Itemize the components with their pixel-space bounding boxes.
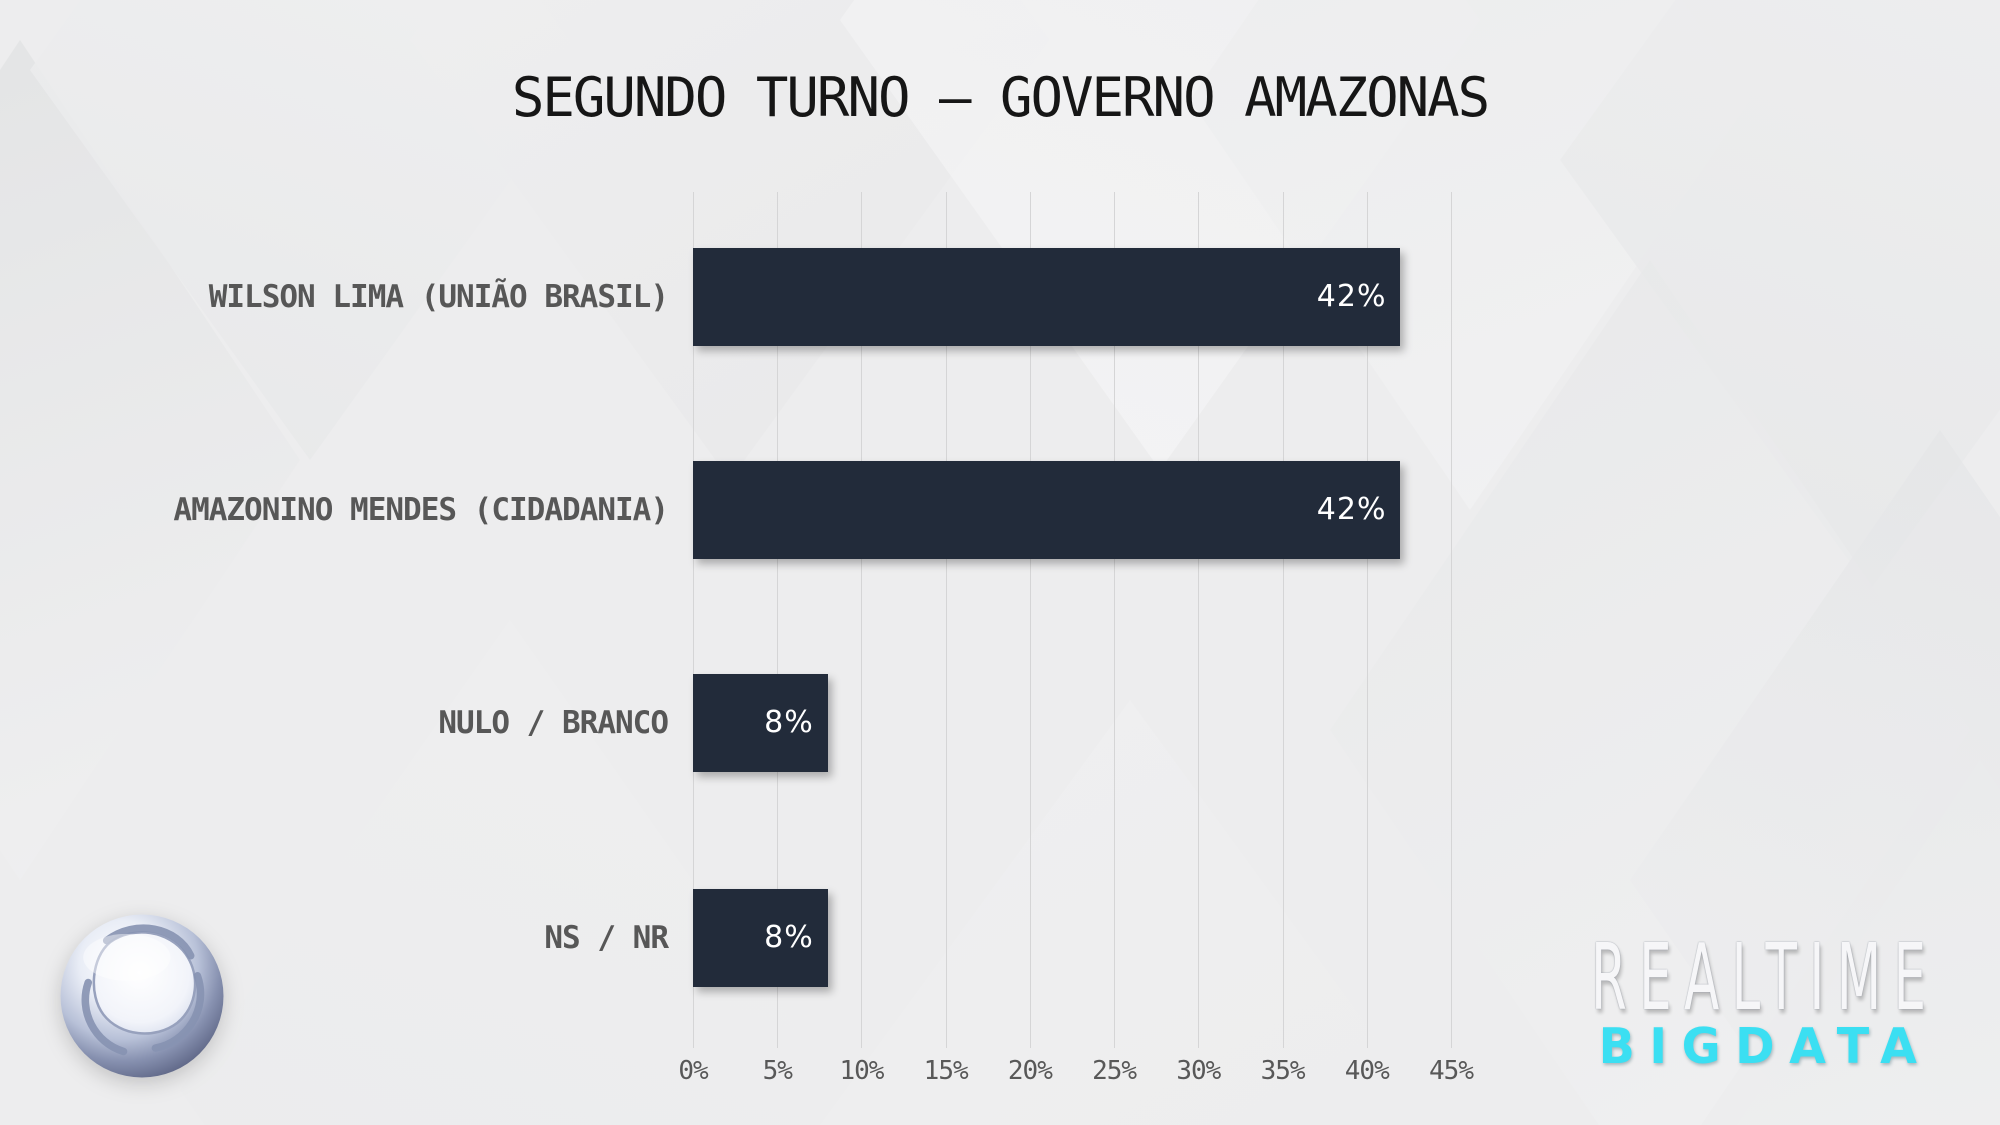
category-labels: WILSON LIMA (UNIÃO BRASIL) AMAZONINO MEND…	[0, 192, 669, 1048]
gridline	[861, 192, 863, 1048]
chart-title: SEGUNDO TURNO – GOVERNO AMAZONAS	[511, 66, 1490, 129]
x-tick-label: 30%	[1176, 1056, 1221, 1086]
bar: 42%	[693, 461, 1401, 559]
x-tick-label: 20%	[1007, 1056, 1053, 1086]
bar-value-label: 8%	[764, 704, 814, 740]
x-tick-label: 10%	[839, 1056, 884, 1086]
x-tick-label: 25%	[1092, 1056, 1137, 1086]
bigdata-wordmark: BIGDATA	[1598, 1018, 1931, 1075]
gridline	[945, 192, 947, 1048]
gridline	[1282, 192, 1284, 1048]
x-tick-label: 40%	[1344, 1056, 1390, 1086]
gridline	[1451, 192, 1452, 1048]
bar: 8%	[693, 674, 828, 772]
record-tv-logo	[58, 912, 226, 1080]
gridline	[1114, 192, 1116, 1048]
category-label: NULO / BRANCO	[438, 705, 669, 741]
bar-value-label: 8%	[764, 919, 814, 955]
bar-value-label: 42%	[1316, 278, 1387, 314]
category-label: WILSON LIMA (UNIÃO BRASIL)	[208, 279, 669, 315]
x-tick-label: 5%	[762, 1056, 793, 1086]
realtime-wordmark: REALTIME	[1590, 924, 1938, 1031]
gridline	[777, 192, 779, 1048]
gridline	[1366, 192, 1368, 1048]
gridline	[1198, 192, 1200, 1048]
x-axis: 0% 5% 10% 15% 20% 25% 30% 35% 40% 45%	[678, 1056, 1474, 1096]
record-tv-logo-graphic	[60, 914, 224, 1078]
gridline	[693, 192, 694, 1048]
bar: 8%	[693, 889, 828, 987]
category-label: NS / NR	[544, 920, 669, 956]
x-tick-label: 15%	[923, 1056, 969, 1086]
gridline	[1029, 192, 1031, 1048]
x-tick-label: 0%	[678, 1056, 708, 1086]
category-label: AMAZONINO MENDES (CIDADANIA)	[173, 492, 669, 528]
bar: 42%	[693, 248, 1401, 346]
bar-value-label: 42%	[1316, 491, 1387, 527]
x-tick-label: 35%	[1260, 1056, 1306, 1086]
x-tick-label: 45%	[1429, 1056, 1474, 1086]
plot-area: 42% 42% 8% 8%	[693, 192, 1452, 1048]
realtime-bigdata-logo: REALTIME BIGDATA	[1318, 932, 1926, 1072]
